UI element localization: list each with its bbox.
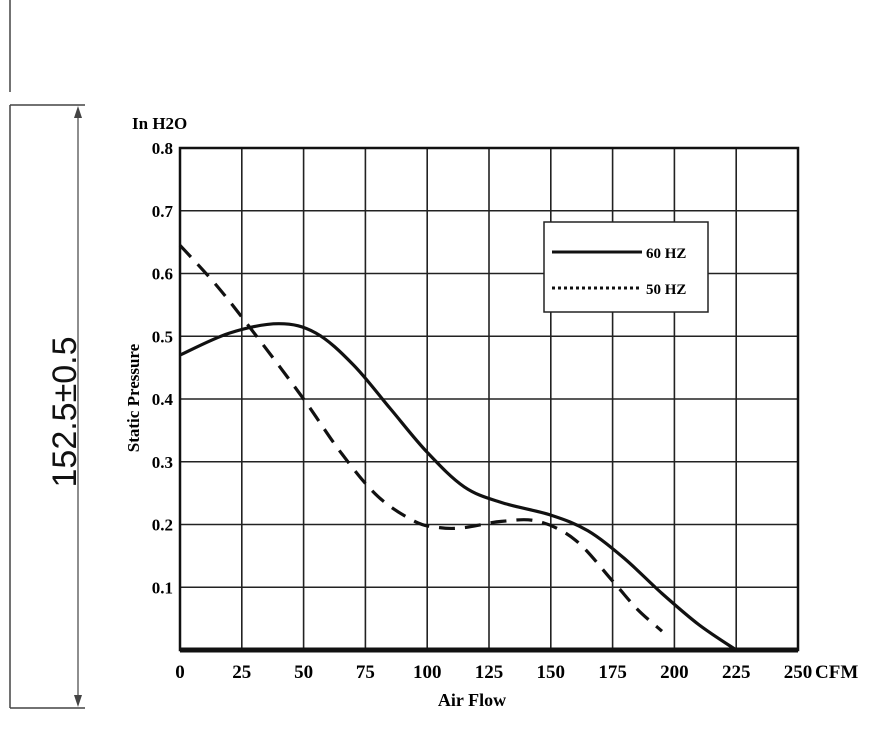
- x-tick-labels: 0 25 50 75 100 125 150 175 200 225 250: [175, 662, 812, 683]
- x-tick-label: 100: [413, 662, 442, 683]
- arrowhead-bottom: [74, 695, 82, 707]
- legend-box: [543, 221, 709, 313]
- y-tick-label: 0.3: [152, 453, 173, 472]
- y-unit-label: In H2O: [132, 114, 187, 133]
- y-tick-label: 0.7: [152, 202, 174, 221]
- series-line-50hz: [178, 244, 664, 633]
- fan-curve-chart: 0 25 50 75 100 125 150 175 200 225 250 0.10.20.30.…: [124, 114, 858, 710]
- y-tick-label: 0.4: [152, 390, 174, 409]
- legend-label-60hz: 60 HZ: [646, 246, 686, 262]
- y-tick-label: 0.5: [152, 327, 173, 346]
- x-tick-label: 75: [356, 662, 375, 683]
- arrowhead-top: [74, 106, 82, 118]
- y-tick-labels: 0.1 0.2 0.3 0.4 0.5 0.6 0.7 0.8: [152, 139, 174, 597]
- y-tick-label: 0.8: [152, 139, 173, 158]
- x-tick-label: 175: [598, 662, 627, 683]
- x-tick-label: 150: [537, 662, 566, 683]
- dimension-drawing: 152.5±0.5: [9, 0, 85, 709]
- y-tick-label: 0.6: [152, 265, 173, 284]
- x-tick-label: 200: [660, 662, 689, 683]
- plot-frame: [178, 146, 800, 652]
- x-unit-label: CFM: [815, 662, 858, 683]
- x-tick-label: 225: [722, 662, 751, 683]
- series-layer: [178, 244, 738, 652]
- x-tick-label: 250: [784, 662, 813, 683]
- y-tick-label: 0.2: [152, 516, 173, 535]
- series-line-60hz: [179, 322, 738, 652]
- y-tick-label: 0.1: [152, 578, 173, 597]
- legend: 60 HZ 50 HZ: [543, 221, 709, 313]
- x-tick-label: 25: [232, 662, 251, 683]
- x-tick-label: 125: [475, 662, 504, 683]
- y-axis-title: Static Pressure: [124, 343, 143, 452]
- x-axis-title: Air Flow: [438, 690, 506, 710]
- x-tick-label: 50: [294, 662, 313, 683]
- legend-label-50hz: 50 HZ: [646, 282, 686, 298]
- x-tick-label: 0: [175, 662, 185, 683]
- dimension-label: 152.5±0.5: [46, 336, 84, 487]
